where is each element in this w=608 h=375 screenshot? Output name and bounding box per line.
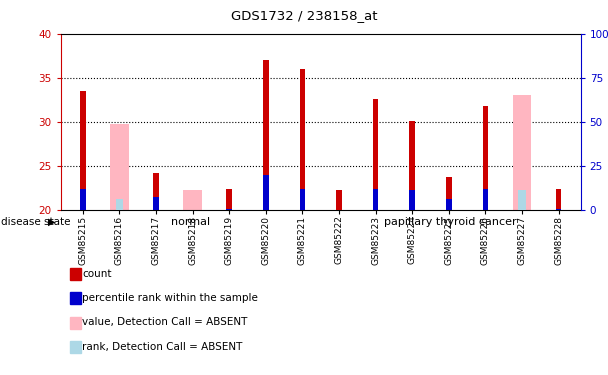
Text: value, Detection Call = ABSENT: value, Detection Call = ABSENT: [82, 318, 247, 327]
Bar: [263, 60, 269, 210]
Text: count: count: [82, 269, 112, 279]
Bar: [410, 121, 415, 210]
Bar: [446, 200, 452, 210]
Bar: [336, 190, 342, 210]
Bar: [110, 124, 128, 210]
Bar: [483, 106, 488, 210]
Text: rank, Detection Call = ABSENT: rank, Detection Call = ABSENT: [82, 342, 243, 352]
Bar: [263, 175, 269, 210]
Text: GDS1732 / 238158_at: GDS1732 / 238158_at: [231, 9, 377, 22]
Bar: [80, 189, 86, 210]
Bar: [226, 209, 232, 210]
Text: percentile rank within the sample: percentile rank within the sample: [82, 293, 258, 303]
Text: disease state: disease state: [1, 217, 70, 227]
Text: papillary thyroid cancer: papillary thyroid cancer: [384, 217, 517, 227]
Bar: [519, 190, 526, 210]
Bar: [556, 209, 561, 210]
Bar: [226, 189, 232, 210]
Bar: [300, 69, 305, 210]
Text: ▶: ▶: [49, 217, 56, 227]
Bar: [80, 91, 86, 210]
Bar: [513, 96, 531, 210]
Bar: [556, 189, 561, 210]
Bar: [446, 177, 452, 210]
Bar: [153, 197, 159, 210]
Bar: [410, 190, 415, 210]
Bar: [373, 189, 378, 210]
Bar: [153, 173, 159, 210]
Text: normal: normal: [171, 217, 210, 227]
Bar: [300, 189, 305, 210]
Bar: [483, 189, 488, 210]
Bar: [373, 99, 378, 210]
Bar: [116, 200, 123, 210]
Bar: [184, 190, 202, 210]
